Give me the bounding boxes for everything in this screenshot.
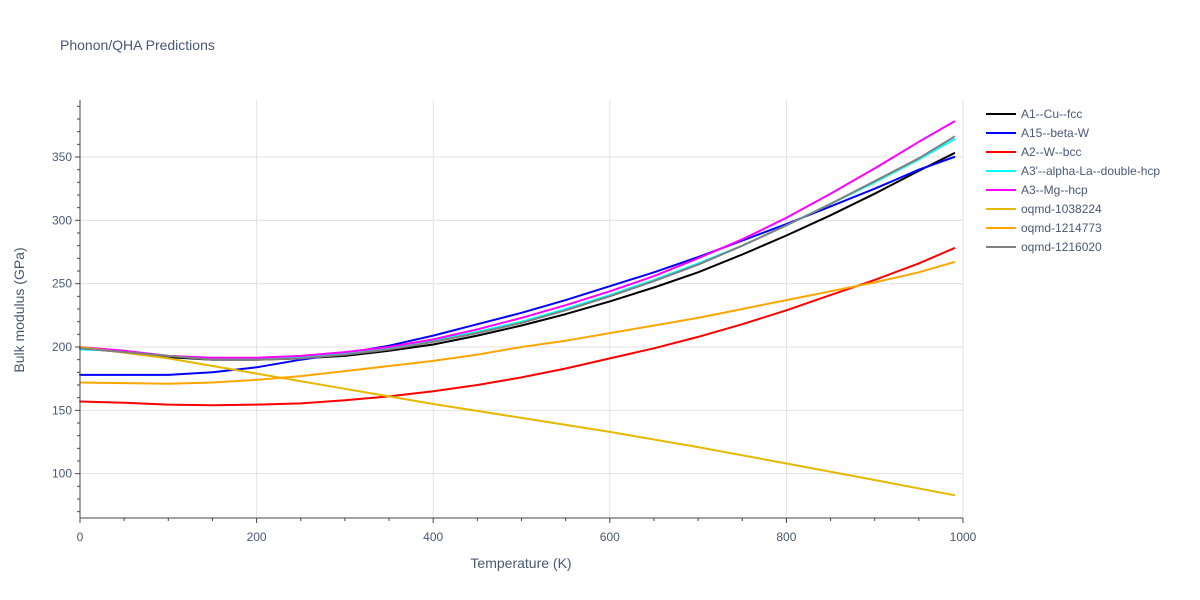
legend-item[interactable]: oqmd-1216020 — [986, 240, 1102, 254]
legend-label: oqmd-1214773 — [1021, 221, 1102, 235]
x-tick-label: 800 — [776, 530, 796, 544]
legend-item[interactable]: oqmd-1038224 — [986, 202, 1102, 216]
x-tick-label: 400 — [423, 530, 443, 544]
legend-item[interactable]: A3'--alpha-La--double-hcp — [986, 164, 1160, 178]
legend-label: A15--beta-W — [1021, 126, 1090, 140]
axes: 0 200 400 600 800 1000 100 150 200 250 300 350 — [52, 100, 977, 544]
legend-item[interactable]: A2--W--bcc — [986, 145, 1081, 159]
legend-label: oqmd-1216020 — [1021, 240, 1102, 254]
series-line-0 — [79, 152, 956, 361]
legend-label: A2--W--bcc — [1021, 145, 1081, 159]
legend-label: A3'--alpha-La--double-hcp — [1021, 164, 1160, 178]
y-tick-label: 350 — [52, 150, 72, 164]
y-tick-label: 300 — [52, 213, 72, 227]
legend-item[interactable]: A3--Mg--hcp — [986, 183, 1088, 197]
grid — [80, 100, 964, 518]
x-axis-title: Temperature (K) — [470, 555, 571, 571]
y-tick-label: 100 — [52, 467, 72, 481]
x-tick-label: 600 — [600, 530, 620, 544]
legend-item[interactable]: oqmd-1214773 — [986, 221, 1102, 235]
legend[interactable]: A1--Cu--fcc A15--beta-W A2--W--bcc A3'--alp… — [986, 107, 1160, 254]
x-tick-label: 1000 — [950, 530, 977, 544]
series-line-6 — [79, 261, 956, 385]
y-tick-label: 200 — [52, 340, 72, 354]
plot-area — [79, 120, 956, 497]
series-line-4 — [79, 120, 956, 359]
legend-label: oqmd-1038224 — [1021, 202, 1102, 216]
series-line-7 — [79, 135, 956, 361]
chart-title: Phonon/QHA Predictions — [60, 37, 215, 53]
legend-item[interactable]: A1--Cu--fcc — [986, 107, 1082, 121]
legend-label: A1--Cu--fcc — [1021, 107, 1082, 121]
series-line-5 — [79, 346, 956, 497]
legend-label: A3--Mg--hcp — [1021, 183, 1088, 197]
x-tick-label: 0 — [77, 530, 84, 544]
y-tick-label: 150 — [52, 403, 72, 417]
legend-item[interactable]: A15--beta-W — [986, 126, 1090, 140]
series-line-2 — [79, 247, 956, 407]
x-tick-label: 200 — [247, 530, 267, 544]
y-axis-title: Bulk modulus (GPa) — [11, 247, 27, 372]
y-tick-label: 250 — [52, 277, 72, 291]
series-line-1 — [79, 156, 956, 376]
